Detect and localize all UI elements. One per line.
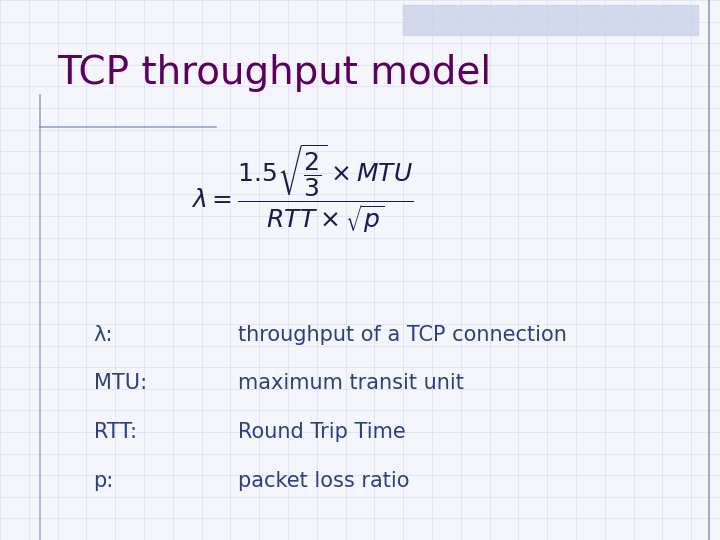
Text: packet loss ratio: packet loss ratio <box>238 470 409 491</box>
Text: TCP throughput model: TCP throughput model <box>58 54 492 92</box>
Text: $\lambda = \dfrac{1.5\sqrt{\dfrac{2}{3}} \times MTU}{RTT \times \sqrt{p}}$: $\lambda = \dfrac{1.5\sqrt{\dfrac{2}{3}}… <box>191 143 414 235</box>
Text: λ:: λ: <box>94 325 113 345</box>
Text: MTU:: MTU: <box>94 373 147 394</box>
Text: Round Trip Time: Round Trip Time <box>238 422 405 442</box>
Text: maximum transit unit: maximum transit unit <box>238 373 464 394</box>
Text: throughput of a TCP connection: throughput of a TCP connection <box>238 325 567 345</box>
Bar <box>403 5 698 35</box>
Text: p:: p: <box>94 470 114 491</box>
Text: RTT:: RTT: <box>94 422 137 442</box>
